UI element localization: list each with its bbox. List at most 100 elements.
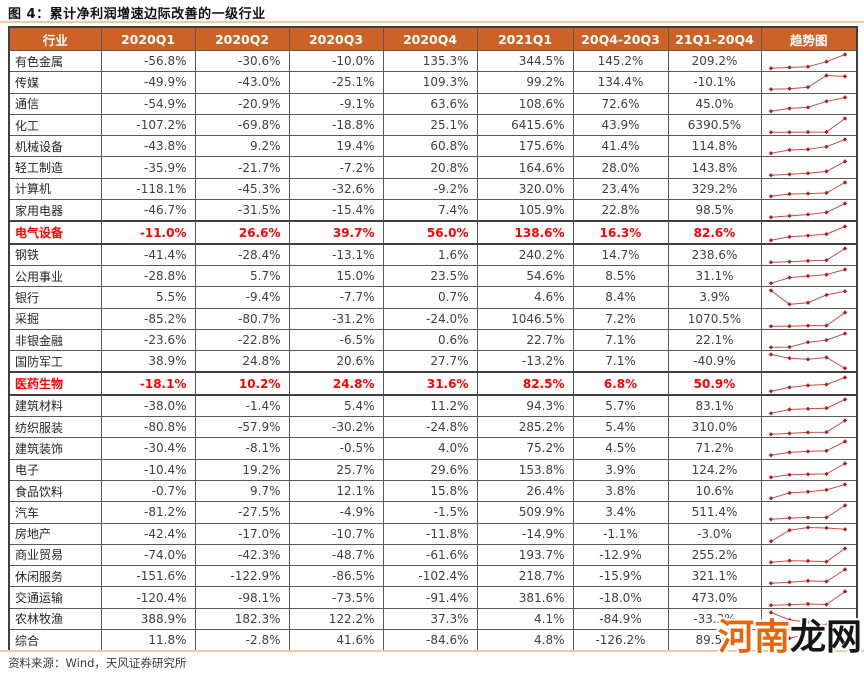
- value-cell: -107.2%: [100, 113, 196, 137]
- value-cell: 9.7%: [194, 479, 290, 503]
- value-cell: 72.6%: [572, 92, 669, 115]
- industry-cell: 有色金属: [8, 49, 102, 73]
- trend-cell: [760, 135, 858, 158]
- value-cell: -61.6%: [382, 543, 478, 567]
- value-cell: 19.2%: [194, 458, 290, 481]
- value-cell: -30.6%: [194, 49, 290, 73]
- value-cell: 114.8%: [667, 135, 762, 158]
- value-cell: 75.2%: [476, 437, 574, 460]
- trend-sparkline: [768, 95, 847, 114]
- value-cell: -122.9%: [194, 565, 290, 588]
- value-cell: 22.7%: [476, 328, 574, 352]
- value-cell: -23.6%: [100, 328, 196, 352]
- value-cell: 329.2%: [667, 177, 762, 201]
- value-cell: -69.8%: [194, 113, 290, 137]
- value-cell: 60.8%: [382, 135, 478, 158]
- value-cell: 45.0%: [667, 92, 762, 115]
- value-cell: -84.6%: [382, 629, 478, 652]
- table-row: 商业贸易 -74.0% -42.3% -48.7% -61.6% 193.7% -12.9%…: [8, 543, 858, 567]
- value-cell: -3.0%: [667, 522, 762, 545]
- table-row: 机械设备 -43.8% 9.2% 19.4% 60.8% 175.6% 41.4% 114.8…: [8, 135, 858, 158]
- value-cell: 71.2%: [667, 437, 762, 460]
- trend-cell: [760, 607, 858, 631]
- value-cell: 6390.5%: [667, 113, 762, 137]
- table-row: 采掘 -85.2% -80.7% -31.2% -24.0% 1046.5% 7.2% 107…: [8, 307, 858, 330]
- value-cell: 7.1%: [572, 328, 669, 352]
- value-cell: 6.8%: [572, 371, 669, 396]
- table-row: 有色金属 -56.8% -30.6% -10.0% 135.3% 344.5% 145.2%…: [8, 49, 858, 73]
- value-cell: -21.7%: [194, 156, 290, 179]
- industry-cell: 休闲服务: [8, 565, 102, 588]
- value-cell: 193.7%: [476, 543, 574, 567]
- value-cell: 10.2%: [194, 371, 290, 396]
- value-cell: 285.2%: [476, 416, 574, 439]
- trend-sparkline: [768, 352, 847, 371]
- value-cell: 8.5%: [572, 264, 669, 288]
- value-cell: 145.2%: [572, 49, 669, 73]
- value-cell: 109.3%: [382, 71, 478, 94]
- value-cell: -31.5%: [194, 199, 290, 222]
- trend-sparkline: [768, 73, 847, 92]
- value-cell: 41.6%: [288, 629, 384, 652]
- industry-cell: 国防军工: [8, 350, 102, 373]
- value-cell: -33.3%: [667, 607, 762, 631]
- value-cell: -18.0%: [572, 586, 669, 609]
- value-cell: -27.5%: [194, 501, 290, 524]
- value-cell: 25.7%: [288, 458, 384, 481]
- value-cell: 5.4%: [288, 394, 384, 418]
- value-cell: 63.6%: [382, 92, 478, 115]
- value-cell: -30.4%: [100, 437, 196, 460]
- value-cell: -84.9%: [572, 607, 669, 631]
- value-cell: 8.4%: [572, 286, 669, 309]
- watermark-part-1: 河南: [718, 617, 791, 658]
- value-cell: -43.8%: [100, 135, 196, 158]
- value-cell: 23.4%: [572, 177, 669, 201]
- value-cell: 4.6%: [476, 286, 574, 309]
- value-cell: -86.5%: [288, 565, 384, 588]
- value-cell: 26.6%: [194, 220, 290, 245]
- trend-cell: [760, 307, 858, 330]
- value-cell: -11.0%: [100, 220, 196, 245]
- watermark-part-2: 龙网: [790, 617, 863, 658]
- col-trend: 趋势图: [760, 26, 858, 51]
- value-cell: -0.5%: [288, 437, 384, 460]
- industry-cell: 电气设备: [8, 220, 102, 245]
- value-cell: -81.2%: [100, 501, 196, 524]
- trend-cell: [760, 501, 858, 524]
- trend-sparkline: [768, 631, 847, 650]
- value-cell: 38.9%: [100, 350, 196, 373]
- value-cell: -32.6%: [288, 177, 384, 201]
- value-cell: 0.6%: [382, 328, 478, 352]
- value-cell: -10.1%: [667, 71, 762, 94]
- value-cell: -80.8%: [100, 416, 196, 439]
- trend-cell: [760, 92, 858, 115]
- trend-sparkline: [768, 546, 847, 565]
- trend-sparkline: [768, 246, 847, 265]
- value-cell: -42.4%: [100, 522, 196, 545]
- trend-cell: [760, 199, 858, 222]
- trend-cell: [760, 49, 858, 73]
- value-cell: -1.5%: [382, 501, 478, 524]
- value-cell: 99.2%: [476, 71, 574, 94]
- value-cell: 7.4%: [382, 199, 478, 222]
- value-cell: 5.7%: [572, 394, 669, 418]
- value-cell: -28.4%: [194, 243, 290, 266]
- value-cell: -7.7%: [288, 286, 384, 309]
- trend-sparkline: [768, 503, 847, 522]
- col-2021q1: 2021Q1: [476, 26, 574, 51]
- value-cell: -126.2%: [572, 629, 669, 652]
- table-row: 建筑材料 -38.0% -1.4% 5.4% 11.2% 94.3% 5.7% 83.1%: [8, 394, 858, 418]
- value-cell: -8.1%: [194, 437, 290, 460]
- value-cell: 24.8%: [194, 350, 290, 373]
- value-cell: 344.5%: [476, 49, 574, 73]
- value-cell: -56.8%: [100, 49, 196, 73]
- value-cell: -46.7%: [100, 199, 196, 222]
- figure-title: 图 4：累计净利润增速边际改善的一级行业: [8, 7, 266, 22]
- value-cell: -85.2%: [100, 307, 196, 330]
- trend-cell: [760, 220, 858, 245]
- table-header-row: 行业 2020Q1 2020Q2 2020Q3 2020Q4 2021Q1 20Q4-20Q…: [8, 26, 858, 51]
- value-cell: -28.8%: [100, 264, 196, 288]
- industry-cell: 公用事业: [8, 264, 102, 288]
- value-cell: 6415.6%: [476, 113, 574, 137]
- value-cell: -151.6%: [100, 565, 196, 588]
